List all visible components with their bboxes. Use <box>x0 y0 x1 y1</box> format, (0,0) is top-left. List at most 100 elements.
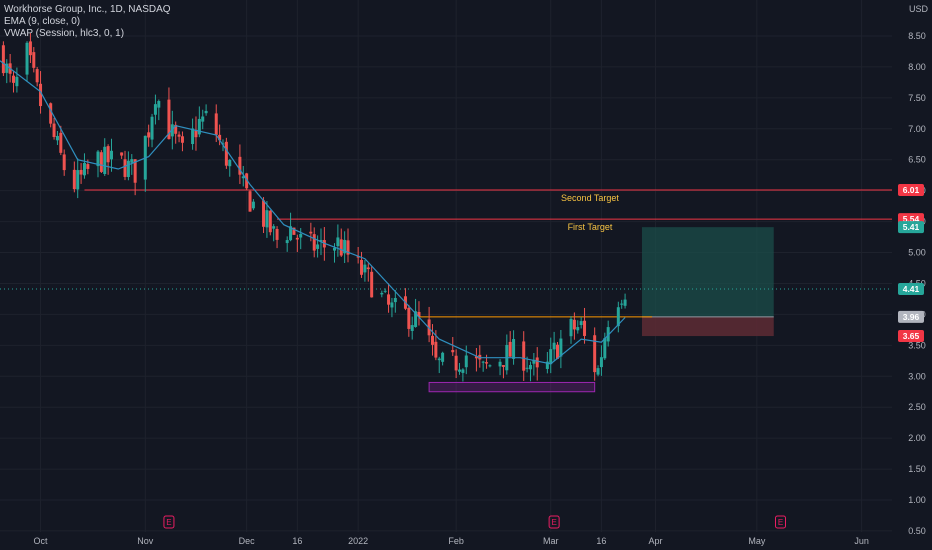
candle-body <box>616 307 620 327</box>
y-tick-label: 3.00 <box>908 371 926 381</box>
x-tick-label: Apr <box>648 536 662 546</box>
candle-body <box>430 335 434 345</box>
candle-body <box>157 101 161 108</box>
candle-body <box>339 239 343 256</box>
candle-body <box>599 357 603 368</box>
candle-body <box>103 146 107 175</box>
candle-body <box>126 160 130 178</box>
candle-body <box>62 154 66 171</box>
candle-body <box>552 342 556 350</box>
candle-body <box>147 132 151 138</box>
x-tick-label: Oct <box>34 536 49 546</box>
candle-body <box>569 318 573 337</box>
y-tick-label: 8.50 <box>908 31 926 41</box>
y-tick-label: 2.00 <box>908 433 926 443</box>
candle-body <box>522 341 526 371</box>
candle-body <box>224 141 228 166</box>
candle-body <box>383 290 387 292</box>
earnings-marker-label: E <box>166 518 171 527</box>
y-tick-label: 1.00 <box>908 495 926 505</box>
candle-body <box>579 321 583 326</box>
price-label-text: 5.41 <box>903 222 920 232</box>
candle-body <box>72 169 76 190</box>
candle-body <box>380 292 384 295</box>
x-tick-label: Dec <box>239 536 256 546</box>
candle-body <box>218 134 222 141</box>
candle-body <box>316 244 320 249</box>
candle-body <box>363 264 367 273</box>
candle-body <box>82 162 86 176</box>
candle-body <box>59 132 63 153</box>
candle-body <box>312 234 316 251</box>
candle-body <box>289 226 293 241</box>
y-tick-label: 8.00 <box>908 62 926 72</box>
x-tick-label: Jun <box>854 536 869 546</box>
candle-body <box>474 356 478 359</box>
candle-body <box>501 365 505 367</box>
candle-body <box>39 83 43 107</box>
candle-body <box>593 335 597 373</box>
candle-body <box>106 146 110 163</box>
currency-label: USD <box>908 4 928 14</box>
vwap-indicator-label[interactable]: VWAP (Session, hlc3, 0, 1) <box>4 28 125 39</box>
price-label-text: 3.96 <box>903 312 920 322</box>
candle-body <box>245 173 249 189</box>
ema-line <box>0 60 626 365</box>
candle-body <box>485 362 489 364</box>
y-tick-label: 5.00 <box>908 248 926 258</box>
ema-indicator-label[interactable]: EMA (9, close, 0) <box>4 16 81 27</box>
candle-body <box>528 365 532 370</box>
candle-body <box>488 365 492 367</box>
candle-body <box>238 156 242 175</box>
candle-body <box>174 124 178 134</box>
chart-legend: Workhorse Group, Inc., 1D, NASDAQ EMA (9… <box>4 4 171 40</box>
candle-body <box>606 327 610 342</box>
candle-body <box>197 118 201 135</box>
y-tick-label: 3.50 <box>908 340 926 350</box>
candle-body <box>525 367 529 369</box>
price-label-text: 5.54 <box>903 214 920 224</box>
candle-body <box>346 240 350 255</box>
x-tick-label: May <box>748 536 766 546</box>
candle-body <box>620 303 624 305</box>
candle-body <box>417 311 421 317</box>
candle-body <box>5 63 9 73</box>
price-label-box <box>898 330 924 343</box>
candle-body <box>248 191 252 212</box>
price-label-text: 3.65 <box>903 331 920 341</box>
candle-body <box>556 344 559 359</box>
x-tick-label: 16 <box>596 536 606 546</box>
candle-body <box>268 210 272 233</box>
candle-body <box>150 116 154 140</box>
candle-body <box>461 369 465 373</box>
candle-body <box>319 239 323 242</box>
candle-body <box>481 361 485 363</box>
candle-body <box>275 228 279 240</box>
candle-body <box>512 339 516 359</box>
candle-body <box>194 129 198 138</box>
x-tick-label: Nov <box>137 536 154 546</box>
price-label-box <box>898 221 924 234</box>
y-tick-label: 1.50 <box>908 464 926 474</box>
candle-body <box>285 240 289 244</box>
candle-body <box>228 159 232 167</box>
candle-body <box>603 338 607 359</box>
candle-body <box>532 359 536 364</box>
candle-body <box>49 103 53 124</box>
candle-body <box>360 259 364 275</box>
candle-body <box>130 159 134 163</box>
candle-body <box>498 361 502 367</box>
candle-body <box>123 159 127 177</box>
candle-body <box>28 41 32 56</box>
y-tick-label: 0.50 <box>908 526 926 536</box>
candle-body <box>1 45 5 74</box>
candle-body <box>508 341 512 357</box>
candle-body <box>454 355 458 371</box>
profit-zone <box>641 227 774 317</box>
candle-body <box>167 99 171 140</box>
y-tick-label: 6.50 <box>908 155 926 165</box>
candle-body <box>99 152 103 172</box>
candle-body <box>576 327 580 331</box>
candle-body <box>549 349 553 365</box>
